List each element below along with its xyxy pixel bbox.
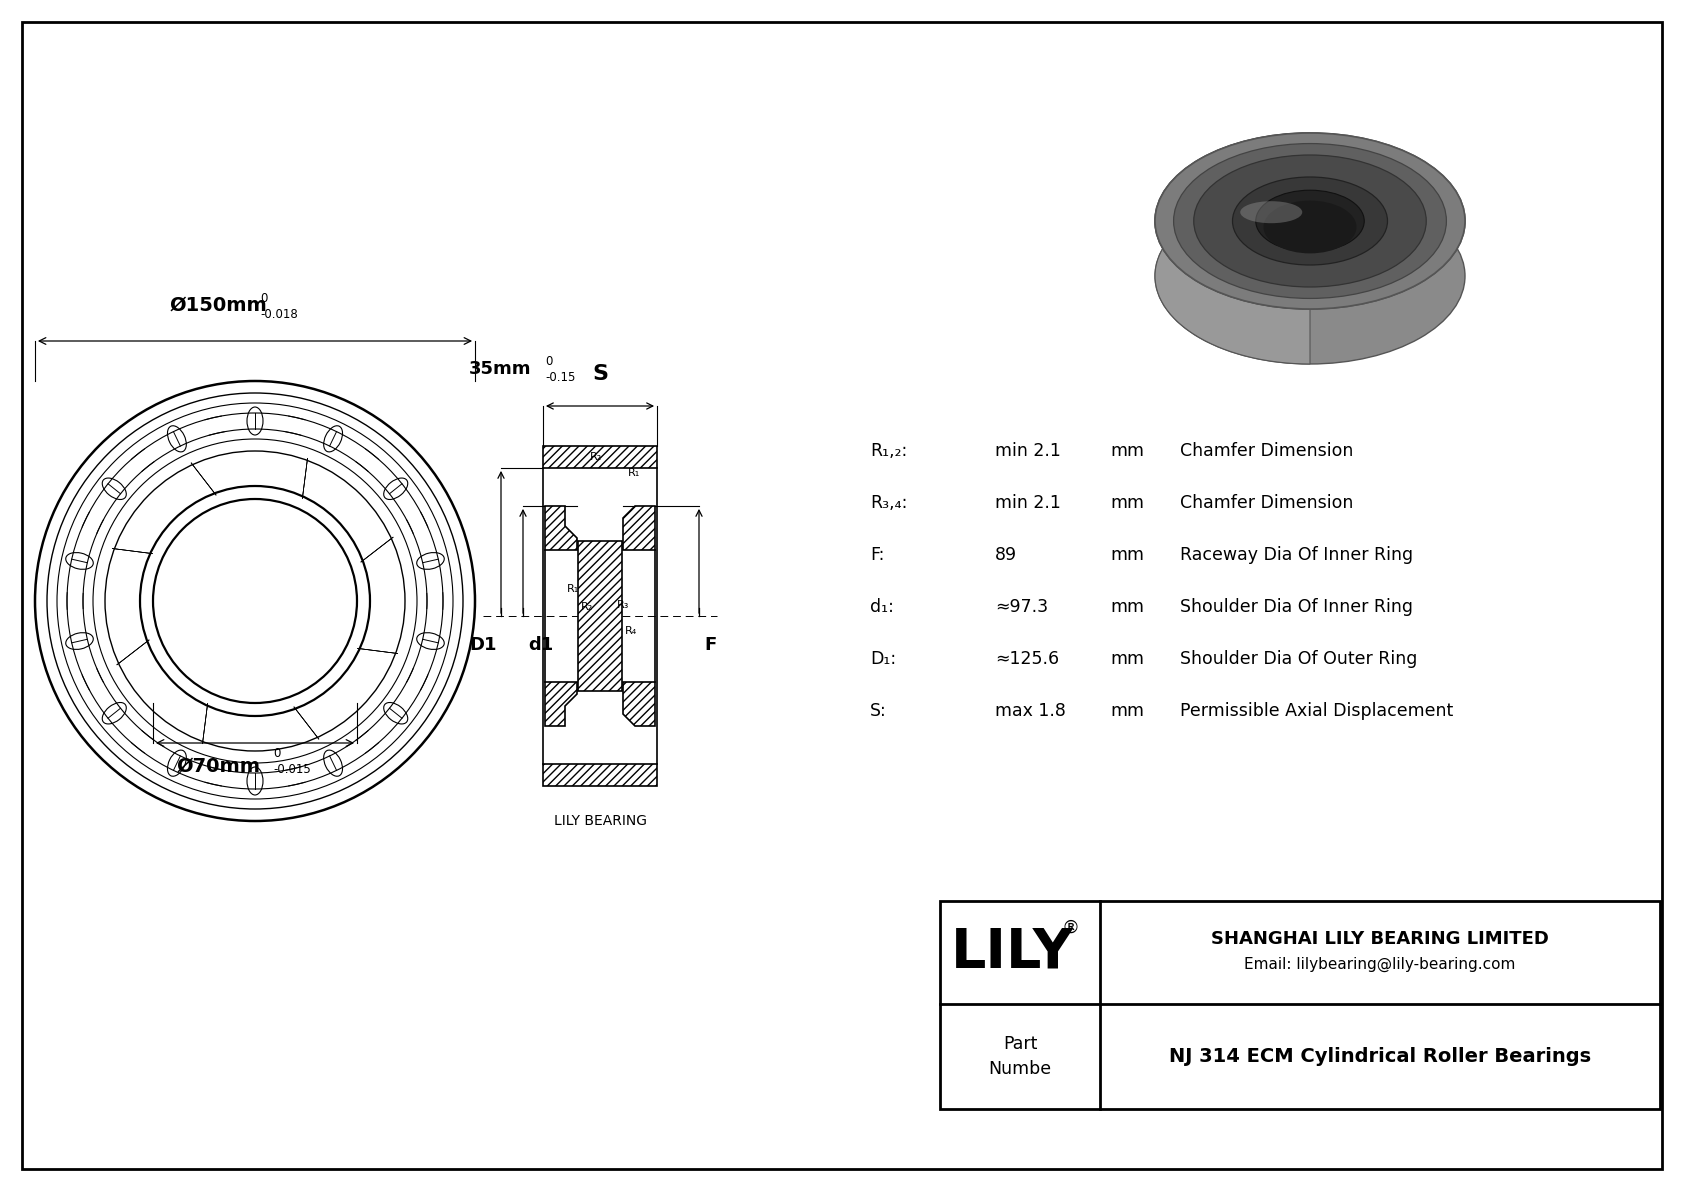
Text: 35mm: 35mm [468, 360, 530, 378]
Text: 0: 0 [273, 747, 280, 760]
Text: R₂: R₂ [581, 601, 593, 612]
Text: F:: F: [871, 545, 884, 565]
Polygon shape [578, 541, 621, 691]
Text: Part
Numbe: Part Numbe [989, 1035, 1051, 1078]
Text: Permissible Axial Displacement: Permissible Axial Displacement [1180, 701, 1453, 721]
Polygon shape [623, 682, 655, 727]
Text: D₁:: D₁: [871, 650, 896, 668]
Text: Shoulder Dia Of Inner Ring: Shoulder Dia Of Inner Ring [1180, 598, 1413, 616]
Text: ≈125.6: ≈125.6 [995, 650, 1059, 668]
Polygon shape [1155, 133, 1310, 364]
Text: R₃: R₃ [616, 600, 630, 610]
Text: mm: mm [1110, 442, 1143, 460]
Text: Chamfer Dimension: Chamfer Dimension [1180, 442, 1354, 460]
Ellipse shape [1263, 200, 1357, 254]
Text: 0: 0 [259, 292, 268, 305]
Text: Raceway Dia Of Inner Ring: Raceway Dia Of Inner Ring [1180, 545, 1413, 565]
Bar [940, 902, 1660, 1109]
Text: max 1.8: max 1.8 [995, 701, 1066, 721]
Polygon shape [542, 763, 657, 786]
Text: SHANGHAI LILY BEARING LIMITED: SHANGHAI LILY BEARING LIMITED [1211, 929, 1549, 948]
Text: -0.015: -0.015 [273, 763, 312, 777]
Polygon shape [542, 445, 657, 468]
Text: Chamfer Dimension: Chamfer Dimension [1180, 494, 1354, 512]
Text: Email: lilybearing@lily-bearing.com: Email: lilybearing@lily-bearing.com [1244, 956, 1516, 972]
Text: R₃,₄:: R₃,₄: [871, 494, 908, 512]
Ellipse shape [1155, 188, 1465, 364]
Text: ®: ® [1063, 918, 1079, 936]
Text: mm: mm [1110, 650, 1143, 668]
Text: mm: mm [1110, 701, 1143, 721]
Text: -0.018: -0.018 [259, 308, 298, 322]
Text: 89: 89 [995, 545, 1017, 565]
Text: min 2.1: min 2.1 [995, 494, 1061, 512]
Text: D1: D1 [470, 636, 497, 654]
Ellipse shape [1256, 191, 1364, 251]
Text: Ø70mm: Ø70mm [177, 757, 261, 777]
Text: S:: S: [871, 701, 887, 721]
Text: 0: 0 [546, 355, 552, 368]
Text: S: S [593, 364, 608, 384]
Text: NJ 314 ECM Cylindrical Roller Bearings: NJ 314 ECM Cylindrical Roller Bearings [1169, 1047, 1591, 1066]
Text: mm: mm [1110, 598, 1143, 616]
Text: Shoulder Dia Of Outer Ring: Shoulder Dia Of Outer Ring [1180, 650, 1418, 668]
Text: R₂: R₂ [589, 453, 603, 462]
Polygon shape [546, 506, 578, 550]
Ellipse shape [1155, 133, 1465, 308]
Ellipse shape [1233, 177, 1388, 266]
Text: R₁,₂:: R₁,₂: [871, 442, 908, 460]
Text: F: F [704, 636, 716, 654]
Text: min 2.1: min 2.1 [995, 442, 1061, 460]
Text: R₄: R₄ [625, 626, 637, 636]
Text: R₁: R₁ [568, 584, 579, 594]
Text: LILY: LILY [950, 925, 1073, 979]
Text: R₁: R₁ [628, 468, 640, 478]
Ellipse shape [1174, 144, 1447, 299]
Text: mm: mm [1110, 494, 1143, 512]
Ellipse shape [1194, 155, 1426, 287]
Text: d1: d1 [529, 636, 554, 654]
Text: ≈97.3: ≈97.3 [995, 598, 1047, 616]
Text: d₁:: d₁: [871, 598, 894, 616]
Polygon shape [623, 506, 655, 550]
Text: mm: mm [1110, 545, 1143, 565]
Ellipse shape [1155, 133, 1465, 308]
Text: -0.15: -0.15 [546, 372, 576, 384]
Polygon shape [546, 682, 578, 727]
Ellipse shape [1239, 201, 1302, 223]
Text: Ø150mm: Ø150mm [170, 297, 268, 314]
Text: LILY BEARING: LILY BEARING [554, 813, 647, 828]
